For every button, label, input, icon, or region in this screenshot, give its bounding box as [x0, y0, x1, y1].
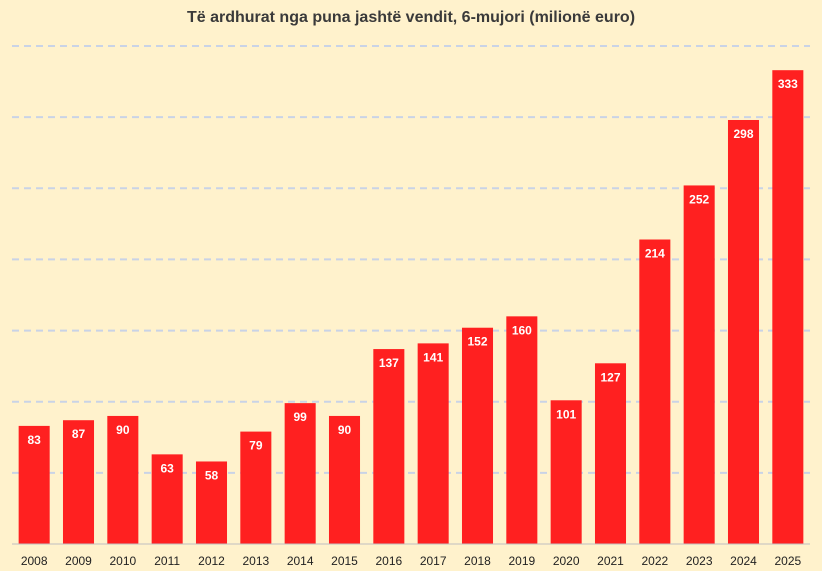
bar-2025 [772, 70, 804, 544]
data-label-2015: 90 [338, 423, 352, 437]
bars: 83 2008 87 2009 90 2010 63 2011 58 2012 79 2013 99 20… [18, 70, 804, 568]
bar-2013 [240, 431, 272, 544]
bar-2014 [284, 403, 316, 544]
bar-2016 [373, 349, 405, 544]
bar-2015 [328, 415, 361, 544]
bar-2022 [639, 239, 671, 544]
x-tick-label-2018: 2018 [464, 554, 491, 568]
data-label-2012: 58 [205, 468, 219, 482]
chart-title: Të ardhurat nga puna jashtë vendit, 6-mu… [186, 9, 636, 26]
data-label-2011: 63 [160, 461, 174, 475]
x-tick-label-2009: 2009 [65, 554, 92, 568]
data-label-2020: 101 [556, 407, 576, 421]
x-tick-label-2014: 2014 [287, 554, 314, 568]
x-tick-label-2011: 2011 [154, 554, 180, 568]
x-tick-label-2017: 2017 [420, 554, 447, 568]
bar-2024 [727, 119, 760, 544]
bar-2019 [506, 316, 538, 544]
data-label-2017: 141 [423, 350, 443, 364]
x-tick-label-2023: 2023 [686, 554, 713, 568]
data-label-2025: 333 [778, 77, 798, 91]
bar-2017 [417, 343, 449, 544]
data-label-2008: 83 [27, 433, 41, 447]
x-tick-label-2010: 2010 [109, 554, 136, 568]
x-tick-label-2022: 2022 [641, 554, 668, 568]
x-tick-label-2025: 2025 [774, 554, 801, 568]
data-label-2014: 99 [293, 410, 307, 424]
data-label-2023: 252 [689, 192, 709, 206]
data-label-2013: 79 [249, 439, 263, 453]
data-label-2009: 87 [72, 427, 86, 441]
bar-2018 [461, 327, 494, 544]
x-tick-label-2016: 2016 [375, 554, 402, 568]
x-tick-label-2015: 2015 [331, 554, 358, 568]
bar-2020 [550, 400, 582, 544]
x-tick-label-2008: 2008 [21, 554, 48, 568]
bar-2010 [107, 415, 139, 544]
bar-2008 [18, 425, 50, 544]
x-tick-label-2020: 2020 [553, 554, 580, 568]
bar-2012 [195, 461, 228, 544]
x-tick-label-2013: 2013 [242, 554, 269, 568]
data-label-2019: 160 [512, 323, 532, 337]
data-label-2021: 127 [600, 370, 620, 384]
data-label-2018: 152 [467, 335, 487, 349]
data-label-2024: 298 [733, 127, 753, 141]
data-label-2022: 214 [645, 247, 665, 261]
x-tick-label-2021: 2021 [597, 554, 624, 568]
x-tick-label-2024: 2024 [730, 554, 757, 568]
bar-2009 [62, 420, 95, 544]
x-tick-label-2019: 2019 [508, 554, 535, 568]
data-label-2010: 90 [116, 423, 130, 437]
x-tick-label-2012: 2012 [198, 554, 225, 568]
bar-2021 [594, 363, 627, 544]
data-label-2016: 137 [379, 356, 399, 370]
gridlines [12, 45, 810, 474]
bar-2023 [683, 185, 715, 544]
bar-2011 [151, 454, 183, 544]
